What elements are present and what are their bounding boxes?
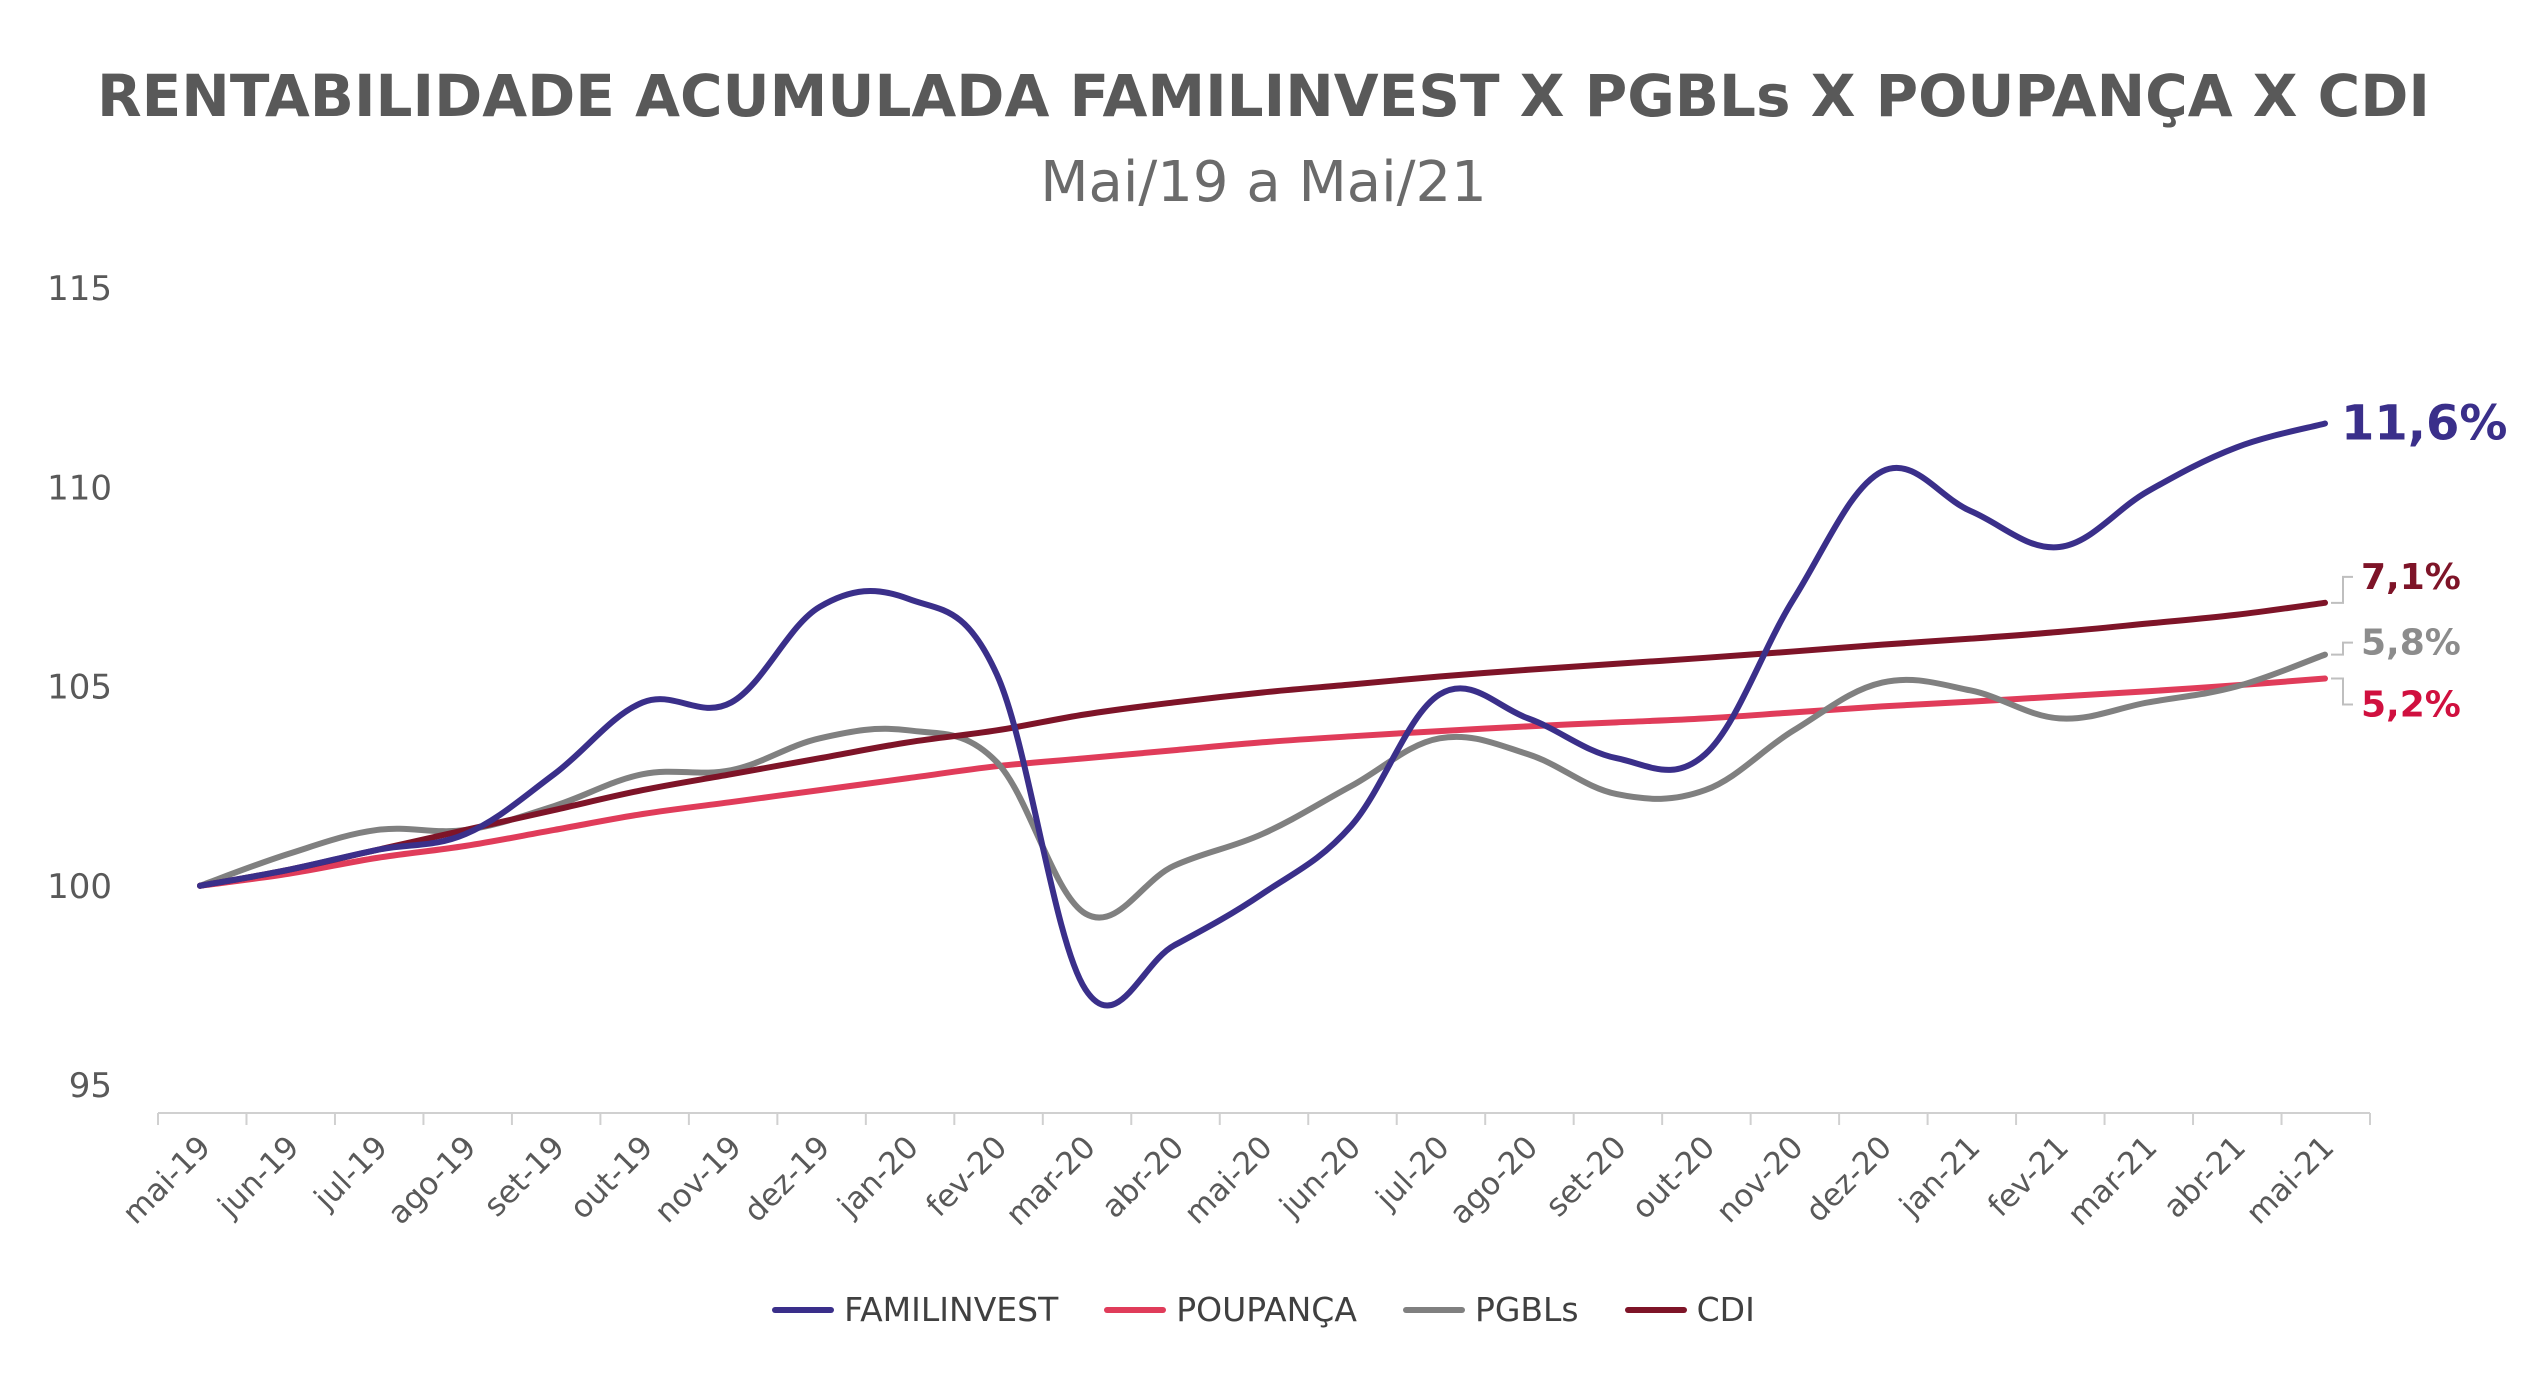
legend-label: CDI <box>1696 1290 1755 1329</box>
x-tick-label: mar-21 <box>2061 1129 2165 1233</box>
x-tick-label: out-20 <box>1625 1129 1722 1226</box>
x-tick-label: dez-19 <box>737 1129 837 1229</box>
end-label-familinvest: 11,6% <box>2341 395 2508 451</box>
end-label-cdi: 7,1% <box>2361 557 2461 598</box>
y-tick-label: 115 <box>47 269 112 309</box>
x-tick-label: mai-21 <box>2239 1129 2341 1231</box>
chart-subtitle: Mai/19 a Mai/21 <box>1040 150 1487 215</box>
series-line-cdi <box>197 599 2328 889</box>
y-tick-label: 110 <box>47 468 112 508</box>
x-tick-label: abr-21 <box>2157 1129 2253 1225</box>
x-tick-label: jun-19 <box>211 1129 307 1225</box>
x-tick-label: out-19 <box>563 1129 660 1226</box>
y-tick-label: 95 <box>69 1066 112 1106</box>
legend-swatch <box>1104 1306 1167 1313</box>
x-tick-label: jan-21 <box>1892 1129 1987 1224</box>
end-label-connector <box>2331 641 2353 656</box>
series-line-poupana <box>197 675 2328 889</box>
legend-label: POUPANÇA <box>1176 1290 1357 1329</box>
end-label-connector <box>2331 575 2353 604</box>
legend-item: PGBLs <box>1402 1290 1579 1329</box>
x-tick-label: abr-20 <box>1095 1129 1191 1225</box>
legend-swatch <box>1624 1306 1687 1313</box>
legend-item: FAMILINVEST <box>772 1290 1058 1329</box>
legend-item: CDI <box>1624 1290 1755 1329</box>
end-label-connector <box>2331 677 2353 706</box>
legend-swatch <box>772 1306 835 1313</box>
x-tick-label: dez-20 <box>1799 1129 1899 1229</box>
x-tick-label: mar-20 <box>999 1129 1103 1233</box>
legend-swatch <box>1402 1306 1465 1313</box>
chart-legend: FAMILINVEST POUPANÇA PGBLs CDI <box>0 1290 2527 1329</box>
y-tick-label: 100 <box>47 867 112 907</box>
x-tick-label: set-20 <box>1539 1129 1634 1224</box>
x-tick-label: jun-20 <box>1272 1129 1368 1225</box>
legend-item: POUPANÇA <box>1104 1290 1357 1329</box>
x-tick-label: mai-20 <box>1178 1129 1280 1231</box>
legend-label: PGBLs <box>1474 1290 1579 1329</box>
x-tick-label: nov-19 <box>648 1129 749 1230</box>
legend-label: FAMILINVEST <box>844 1290 1059 1329</box>
end-label-poupana: 5,2% <box>2361 685 2461 726</box>
x-tick-label: set-19 <box>477 1129 572 1224</box>
series-line-familinvest <box>197 420 2328 1009</box>
x-tick-label: ago-20 <box>1443 1129 1545 1231</box>
end-label-pgbls: 5,8% <box>2361 623 2461 664</box>
x-tick-label: fev-21 <box>1981 1129 2076 1224</box>
x-tick-label: nov-20 <box>1710 1129 1811 1230</box>
chart-title: RENTABILIDADE ACUMULADA FAMILINVEST X PG… <box>97 62 2430 130</box>
series-line-pgbls <box>197 651 2328 921</box>
y-tick-label: 105 <box>47 668 112 708</box>
x-tick-label: mai-19 <box>116 1129 218 1231</box>
x-tick-label: ago-19 <box>381 1129 483 1231</box>
x-tick-label: fev-20 <box>919 1129 1014 1224</box>
x-tick-label: jan-20 <box>830 1129 925 1224</box>
